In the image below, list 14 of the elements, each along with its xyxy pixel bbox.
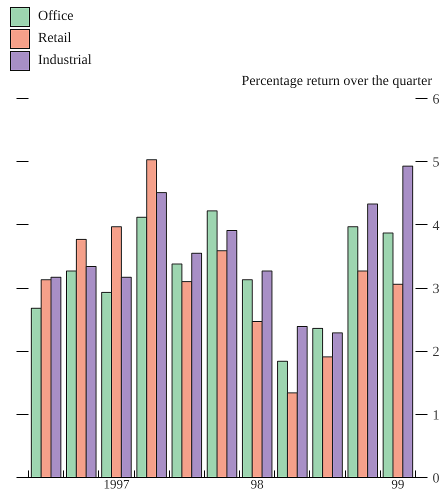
legend-label: Office [38,8,74,26]
x-tick-label: 98 [250,476,264,492]
legend-label: Industrial [38,52,92,70]
y-tick-label: 1 [432,408,440,424]
y-axis-title: Percentage return over the quarter [242,73,432,91]
x-tick-label: 1997 [103,476,130,492]
y-tick-label: 4 [432,218,440,234]
x-tick-label: 99 [391,476,404,492]
y-tick-label: 2 [432,345,440,360]
y-tick-label: 0 [432,472,440,486]
y-tick-label: 3 [432,282,440,297]
y-tick-label: 5 [432,156,440,171]
legend-label: Retail [38,30,72,48]
y-tick-label: 6 [432,92,440,108]
